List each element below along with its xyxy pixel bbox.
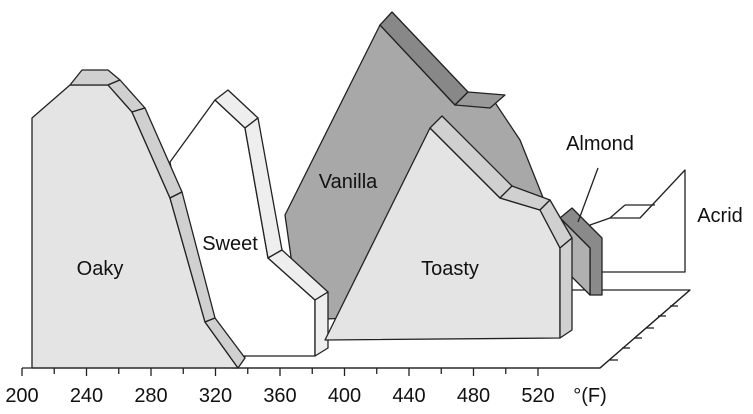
label: Sweet bbox=[202, 233, 258, 255]
label: Acrid bbox=[697, 205, 743, 227]
x-tick-label: 200 bbox=[5, 385, 38, 407]
x-tick-label: 240 bbox=[70, 385, 103, 407]
x-tick-label: 320 bbox=[199, 385, 232, 407]
x-tick-label: 360 bbox=[263, 385, 296, 407]
acrid-shape bbox=[589, 169, 686, 273]
x-tick-label: 440 bbox=[392, 385, 425, 407]
label: Oaky bbox=[77, 258, 124, 280]
label: Toasty bbox=[421, 258, 479, 280]
x-tick-label: 280 bbox=[134, 385, 167, 407]
label: Vanilla bbox=[319, 171, 378, 193]
x-tick-label: 480 bbox=[457, 385, 490, 407]
x-unit: °(F) bbox=[573, 385, 607, 407]
x-ticks: 200 240 280 320 360 400 440 480 520 bbox=[5, 368, 555, 407]
oaky-shape bbox=[31, 69, 246, 369]
label: Almond bbox=[566, 133, 634, 155]
toasty-shape bbox=[324, 115, 573, 341]
x-tick-label: 400 bbox=[328, 385, 361, 407]
x-tick-label: 520 bbox=[521, 385, 554, 407]
almond-leader bbox=[577, 167, 599, 223]
